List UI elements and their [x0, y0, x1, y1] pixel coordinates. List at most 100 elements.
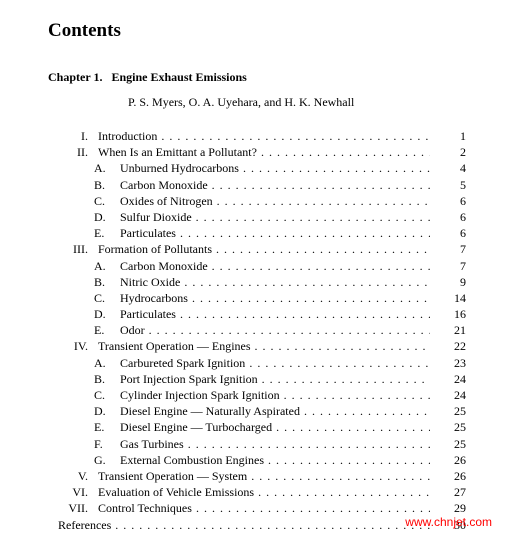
- toc-letter: G.: [94, 452, 120, 468]
- toc-leader: [212, 258, 430, 274]
- toc-page: 27: [430, 484, 466, 500]
- toc-page: 6: [430, 225, 466, 241]
- toc-row: VII.Control Techniques29: [48, 500, 466, 516]
- toc-row: B.Carbon Monoxide 5: [48, 177, 466, 193]
- toc-roman: IV.: [48, 338, 94, 354]
- toc-label: Hydrocarbons: [120, 290, 192, 306]
- toc-page: 9: [430, 274, 466, 290]
- toc-row: A.Unburned Hydrocarbons4: [48, 160, 466, 176]
- toc-page: 21: [430, 322, 466, 338]
- toc-letter: A.: [94, 258, 120, 274]
- toc-letter: C.: [94, 290, 120, 306]
- toc-leader: [262, 371, 430, 387]
- toc-letter: E.: [94, 419, 120, 435]
- toc-page: 23: [430, 355, 466, 371]
- toc-letter: C.: [94, 387, 120, 403]
- toc-leader: [249, 355, 430, 371]
- toc-page: 7: [430, 258, 466, 274]
- toc-page: 26: [430, 468, 466, 484]
- toc-letter: A.: [94, 355, 120, 371]
- toc-row: VI.Evaluation of Vehicle Emissions 27: [48, 484, 466, 500]
- toc-row: D.Diesel Engine — Naturally Aspirated25: [48, 403, 466, 419]
- toc-leader: [251, 468, 430, 484]
- toc-row: II.When Is an Emittant a Pollutant?2: [48, 144, 466, 160]
- toc-leader: [184, 274, 430, 290]
- toc-leader: [115, 517, 430, 533]
- toc-label: Gas Turbines: [120, 436, 188, 452]
- toc-label: Odor: [120, 322, 149, 338]
- toc-leader: [268, 452, 430, 468]
- toc-label: When Is an Emittant a Pollutant?: [98, 144, 261, 160]
- toc-leader: [255, 338, 430, 354]
- toc-label: Introduction: [98, 128, 161, 144]
- toc-page: 25: [430, 436, 466, 452]
- toc-roman: V.: [48, 468, 94, 484]
- toc-roman: VI.: [48, 484, 94, 500]
- toc-label: Diesel Engine — Turbocharged: [120, 419, 276, 435]
- toc-row: IV.Transient Operation — Engines22: [48, 338, 466, 354]
- toc-row: V.Transient Operation — System 26: [48, 468, 466, 484]
- toc-label: Evaluation of Vehicle Emissions: [98, 484, 258, 500]
- toc-page: 24: [430, 371, 466, 387]
- toc-page: 1: [430, 128, 466, 144]
- toc-label: References: [58, 517, 115, 533]
- toc-label: Oxides of Nitrogen: [120, 193, 217, 209]
- chapter-heading: Chapter 1. Engine Exhaust Emissions: [48, 70, 466, 85]
- toc-label: Transient Operation — Engines: [98, 338, 255, 354]
- contents-heading: Contents: [48, 20, 466, 42]
- toc-row: G.External Combustion Engines26: [48, 452, 466, 468]
- toc-page: 2: [430, 144, 466, 160]
- toc-letter: E.: [94, 322, 120, 338]
- toc-page: 24: [430, 387, 466, 403]
- toc-letter: B.: [94, 177, 120, 193]
- toc-letter: F.: [94, 436, 120, 452]
- toc-row: B.Nitric Oxide9: [48, 274, 466, 290]
- toc-row: References30: [48, 517, 466, 533]
- toc-row: F.Gas Turbines 25: [48, 436, 466, 452]
- table-of-contents: I.Introduction1II.When Is an Emittant a …: [48, 128, 466, 533]
- toc-leader: [258, 484, 430, 500]
- toc-row: C.Oxides of Nitrogen6: [48, 193, 466, 209]
- toc-leader: [192, 290, 430, 306]
- toc-row: D.Particulates16: [48, 306, 466, 322]
- toc-row: B.Port Injection Spark Ignition24: [48, 371, 466, 387]
- page-container: Contents Chapter 1. Engine Exhaust Emiss…: [0, 0, 506, 543]
- toc-label: Carbon Monoxide: [120, 177, 212, 193]
- toc-leader: [243, 160, 430, 176]
- toc-label: Transient Operation — System: [98, 468, 251, 484]
- toc-roman: I.: [48, 128, 94, 144]
- toc-label: External Combustion Engines: [120, 452, 268, 468]
- toc-page: 4: [430, 160, 466, 176]
- toc-page: 5: [430, 177, 466, 193]
- toc-leader: [284, 387, 430, 403]
- toc-label: Unburned Hydrocarbons: [120, 160, 243, 176]
- watermark-text: www.chnjet.com: [405, 515, 492, 529]
- toc-leader: [196, 500, 430, 516]
- toc-letter: D.: [94, 209, 120, 225]
- toc-row: A.Carbon Monoxide 7: [48, 258, 466, 274]
- toc-row: I.Introduction 1: [48, 128, 466, 144]
- toc-label: Control Techniques: [98, 500, 196, 516]
- toc-letter: C.: [94, 193, 120, 209]
- toc-label: Carbon Monoxide: [120, 258, 212, 274]
- toc-letter: D.: [94, 306, 120, 322]
- toc-leader: [180, 225, 430, 241]
- toc-label: Particulates: [120, 225, 180, 241]
- toc-leader: [304, 403, 430, 419]
- toc-leader: [149, 322, 430, 338]
- chapter-authors: P. S. Myers, O. A. Uyehara, and H. K. Ne…: [48, 95, 466, 110]
- toc-label: Particulates: [120, 306, 180, 322]
- toc-roman: VII.: [48, 500, 94, 516]
- toc-page: 25: [430, 403, 466, 419]
- toc-page: 6: [430, 209, 466, 225]
- toc-label: Nitric Oxide: [120, 274, 184, 290]
- toc-label: Sulfur Dioxide: [120, 209, 196, 225]
- toc-label: Formation of Pollutants: [98, 241, 216, 257]
- toc-leader: [212, 177, 430, 193]
- toc-roman: III.: [48, 241, 94, 257]
- toc-row: D.Sulfur Dioxide 6: [48, 209, 466, 225]
- toc-leader: [196, 209, 430, 225]
- toc-row: E.Diesel Engine — Turbocharged 25: [48, 419, 466, 435]
- toc-leader: [188, 436, 430, 452]
- toc-page: 25: [430, 419, 466, 435]
